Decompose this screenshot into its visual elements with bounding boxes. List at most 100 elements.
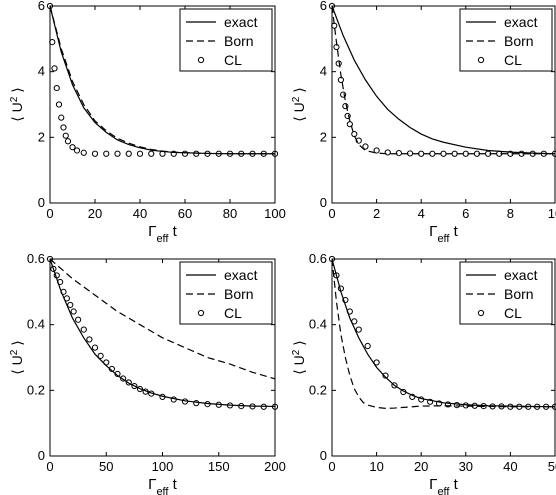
data-point-cl	[480, 402, 487, 410]
data-point-cl	[215, 150, 222, 157]
data-point-cl	[489, 403, 496, 410]
data-point-cl	[335, 60, 342, 67]
legend-swatch-cl	[197, 309, 205, 317]
data-point-cl	[534, 403, 541, 410]
data-point-cl	[67, 301, 74, 309]
y-tick-label: 0.4	[309, 317, 327, 332]
data-point-cl	[362, 143, 369, 150]
x-tick-label: 200	[264, 459, 286, 474]
x-axis-label: Γeff t	[429, 476, 458, 495]
legend-label-cl: CL	[504, 305, 522, 321]
data-point-cl	[337, 76, 345, 83]
y-axis-label: ⟨ U2 ⟩	[291, 340, 308, 374]
data-point-cl	[529, 150, 536, 157]
data-point-cl	[328, 2, 336, 10]
x-tick-label: 30	[459, 459, 473, 474]
data-point-cl	[473, 150, 481, 157]
data-point-cl	[373, 359, 380, 366]
legend: exact Born CL	[179, 8, 273, 72]
data-point-cl	[471, 402, 478, 409]
data-point-cl	[142, 388, 149, 395]
data-point-cl	[507, 403, 514, 410]
y-tick-label: 4	[38, 64, 45, 79]
legend-swatch-cl	[477, 56, 485, 64]
x-tick-label: 8	[507, 206, 514, 221]
legend: exact Born CL	[459, 261, 553, 325]
data-point-cl	[342, 103, 349, 110]
legend-label-cl: CL	[224, 52, 242, 68]
legend-box	[459, 261, 553, 325]
legend-label-born: Born	[224, 286, 254, 302]
x-tick-label: 80	[223, 206, 237, 221]
data-point-cl	[395, 149, 402, 157]
data-point-cl	[540, 150, 547, 157]
y-tick-label: 6	[38, 0, 45, 13]
y-tick-label: 6	[320, 0, 327, 13]
x-tick-label: 40	[133, 206, 147, 221]
legend-label-exact: exact	[504, 267, 538, 283]
data-point-cl	[462, 402, 469, 409]
data-point-cl	[516, 403, 523, 410]
x-tick-label: 100	[264, 206, 286, 221]
data-point-cl	[64, 138, 72, 145]
y-tick-label: 0.2	[27, 382, 45, 397]
data-point-cl	[542, 403, 550, 410]
data-point-cl	[525, 403, 532, 410]
data-point-cl	[193, 400, 200, 407]
data-point-cl	[148, 150, 155, 157]
data-point-cl	[114, 370, 121, 378]
data-point-cl	[249, 403, 256, 410]
data-point-cl	[80, 149, 87, 156]
data-point-cl	[159, 393, 166, 400]
legend-swatch-cl	[197, 56, 205, 64]
data-point-cl	[215, 401, 222, 408]
data-point-cl	[260, 150, 267, 157]
x-tick-label: 20	[414, 459, 428, 474]
legend-swatch-cl	[477, 309, 485, 317]
data-point-cl	[429, 150, 436, 157]
data-point-cl	[346, 121, 353, 128]
y-tick-label: 0	[320, 448, 327, 463]
data-point-cl	[333, 43, 340, 51]
data-point-cl	[62, 132, 69, 139]
data-point-cl	[53, 84, 60, 92]
data-point-cl	[364, 342, 371, 350]
data-point-cl	[55, 101, 63, 108]
y-tick-label: 0.4	[27, 317, 45, 332]
data-point-cl	[355, 326, 362, 333]
data-point-cl	[103, 150, 110, 157]
x-tick-label: 0	[46, 206, 53, 221]
data-point-cl	[351, 318, 358, 325]
data-point-cl	[46, 255, 54, 263]
data-point-cl	[260, 403, 267, 410]
legend-label-exact: exact	[224, 14, 258, 30]
y-tick-label: 2	[38, 129, 45, 144]
data-point-cl	[391, 382, 398, 389]
data-point-cl	[427, 398, 434, 405]
y-tick-label: 4	[320, 64, 327, 79]
data-point-cl	[346, 308, 353, 315]
legend: exact Born CL	[459, 8, 553, 72]
data-point-cl	[136, 385, 144, 393]
data-point-cl	[453, 402, 460, 409]
data-point-cl	[91, 150, 99, 157]
x-axis-label: Γeff t	[148, 223, 177, 245]
data-point-cl	[70, 308, 77, 315]
data-point-cl	[451, 150, 458, 157]
data-point-cl	[382, 372, 389, 379]
legend-label-exact: exact	[504, 14, 538, 30]
x-tick-label: 50	[548, 459, 556, 474]
x-tick-label: 100	[152, 459, 174, 474]
data-point-cl	[46, 2, 54, 10]
data-point-cl	[108, 365, 115, 373]
series-line-exact	[49, 258, 276, 408]
chart-panel-4: 0 10 20 30 40 50 0 0.2 0.4 0.6 Γeff t ⟨ U2 ⟩ exact Bo…	[291, 251, 556, 495]
data-point-cl	[551, 150, 556, 157]
data-point-cl	[69, 144, 76, 151]
data-point-cl	[340, 91, 347, 98]
data-point-cl	[136, 150, 144, 157]
data-point-cl	[63, 295, 70, 302]
data-point-cl	[148, 390, 155, 397]
data-point-cl	[418, 150, 425, 157]
data-point-cl	[331, 22, 338, 29]
